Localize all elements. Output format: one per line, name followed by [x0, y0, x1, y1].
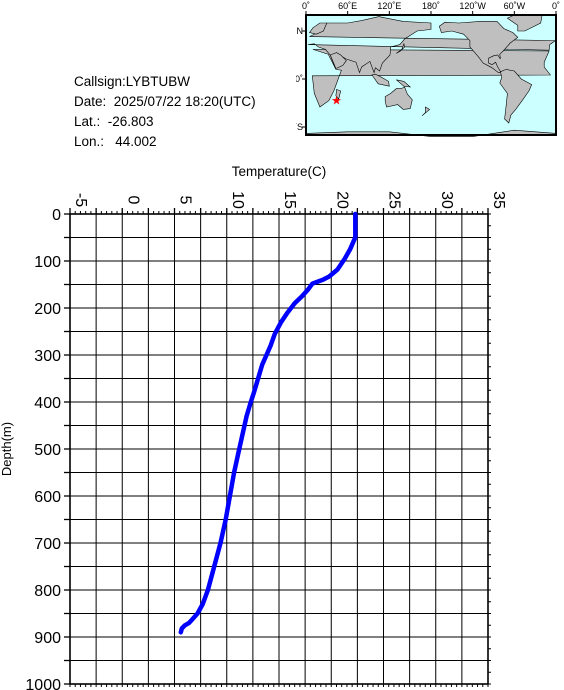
map-lon-label: 0˚ — [552, 1, 560, 11]
x-tick-label: -5 — [72, 193, 89, 207]
map-lon-label: 120˚E — [377, 1, 401, 11]
land-mass — [335, 88, 342, 100]
land-mass — [421, 106, 431, 117]
y-axis-label: Depth(m) — [0, 422, 14, 476]
map-lon-label: 180˚ — [422, 1, 440, 11]
y-tick-label: 500 — [34, 442, 61, 459]
map-land — [305, 14, 557, 137]
map-lon-label: 60˚E — [338, 1, 357, 11]
map-lon-label: 60˚W — [504, 1, 526, 11]
y-tick-label: 700 — [34, 536, 61, 553]
land-mass — [308, 22, 328, 35]
y-tick-label: 0 — [52, 207, 61, 224]
map-lon-label: 0˚ — [302, 1, 310, 11]
y-tick-label: 300 — [34, 348, 61, 365]
y-tick-label: 600 — [34, 489, 61, 506]
x-tick-label: 0 — [124, 196, 141, 205]
x-tick-label: 25 — [386, 191, 403, 209]
latitude-text: Lat.: -26.803 — [74, 114, 154, 129]
date-text: Date: 2025/07/22 18:20(UTC) — [74, 94, 256, 109]
y-tick-label: 100 — [34, 254, 61, 271]
y-tick-label: 900 — [34, 630, 61, 647]
land-mass — [384, 86, 413, 110]
land-mass — [371, 73, 390, 87]
land-mass — [329, 52, 347, 70]
station-info: Callsign:LYBTUBW Date: 2025/07/22 18:20(… — [74, 72, 256, 152]
x-tick-label: 35 — [490, 191, 507, 209]
callsign-text: Callsign:LYBTUBW — [74, 74, 191, 89]
plot-frame — [69, 213, 489, 685]
y-tick-label: 400 — [34, 395, 61, 412]
station-marker-icon: ★ — [331, 93, 342, 107]
land-mass — [396, 42, 405, 54]
longitude-text: Lon.: 44.002 — [74, 134, 157, 149]
land-mass — [499, 69, 533, 124]
land-mass — [396, 79, 412, 88]
map-lat-label: 0˚ — [296, 74, 303, 84]
y-tick-label: 800 — [34, 583, 61, 600]
y-tick-label: 200 — [34, 301, 61, 318]
x-tick-label: 30 — [438, 191, 455, 209]
x-axis-label: Temperature(C) — [232, 164, 327, 179]
x-tick-label: 5 — [177, 196, 194, 205]
x-tick-label: 15 — [281, 191, 298, 209]
x-tick-label: 10 — [229, 191, 246, 209]
y-tick-label: 1000 — [25, 677, 61, 690]
land-mass — [438, 21, 519, 73]
map-lon-label: 120˚W — [459, 1, 486, 11]
temperature-profile-line — [178, 211, 358, 635]
x-tick-label: 20 — [333, 191, 350, 209]
